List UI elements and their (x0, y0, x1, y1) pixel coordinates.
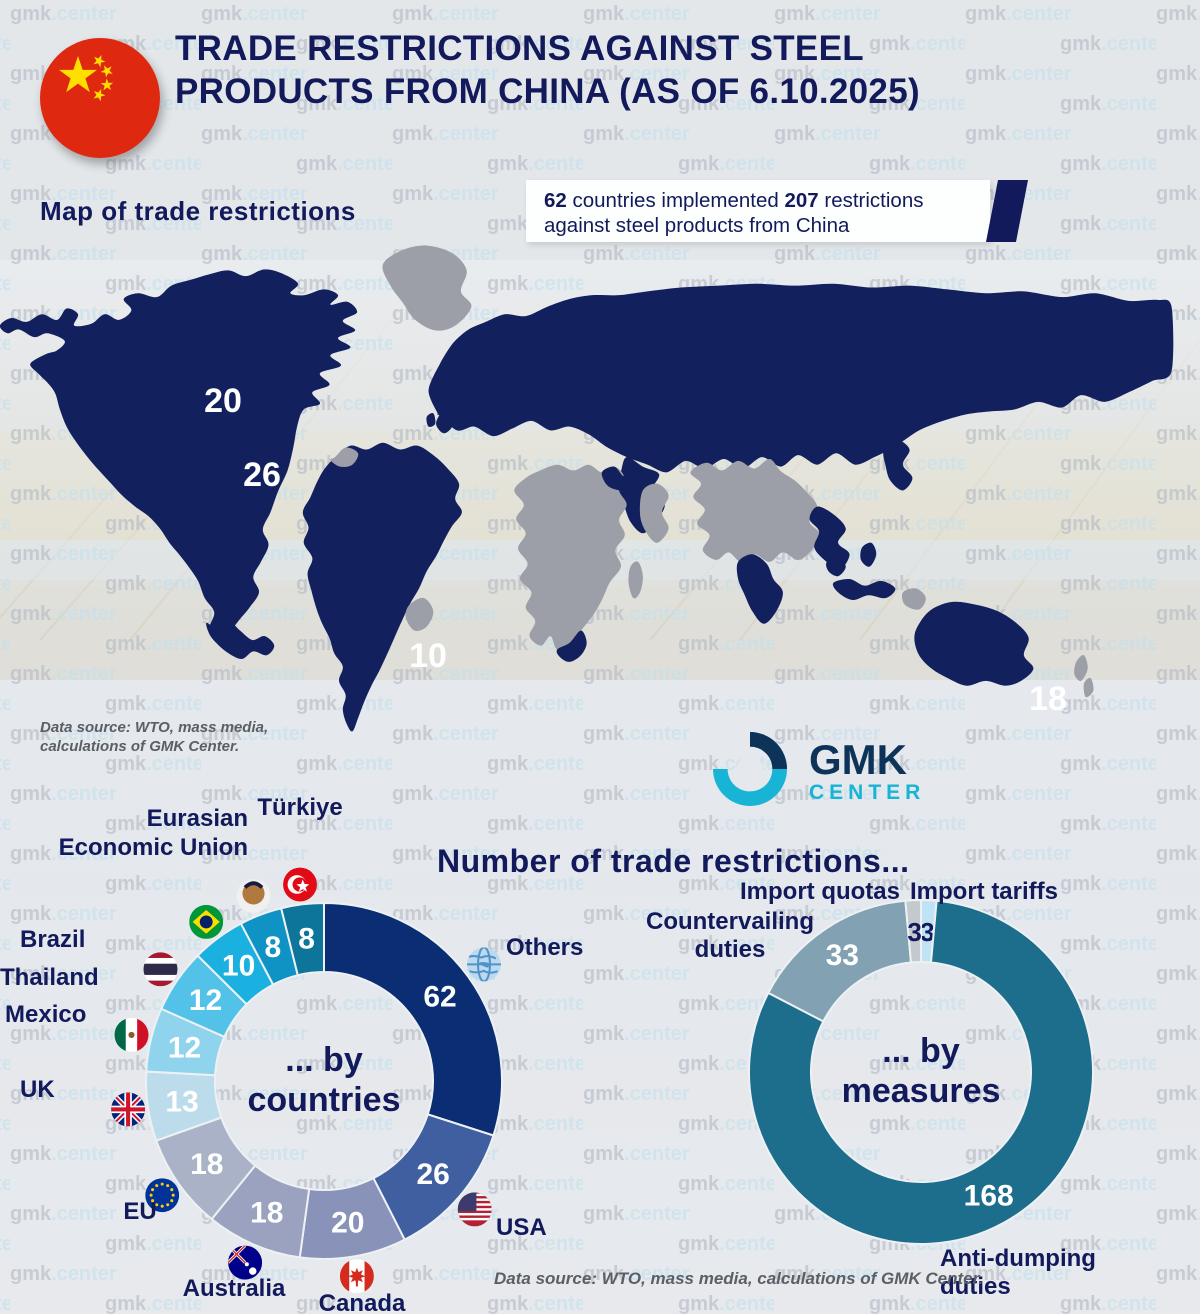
svg-text:12: 12 (168, 1032, 201, 1065)
svg-text:62: 62 (423, 981, 456, 1014)
svg-text:8: 8 (265, 931, 282, 964)
svg-text:20: 20 (331, 1207, 364, 1240)
svg-text:8: 8 (298, 923, 315, 956)
svg-text:... by: ... by (285, 1041, 363, 1079)
svg-text:GMK: GMK (809, 736, 907, 783)
svg-text:168: 168 (964, 1180, 1014, 1213)
svg-text:12: 12 (189, 984, 222, 1017)
svg-text:countries: countries (247, 1081, 400, 1119)
svg-text:18: 18 (250, 1197, 283, 1230)
svg-text:3: 3 (907, 917, 921, 947)
svg-text:18: 18 (190, 1148, 223, 1181)
svg-text:measures: measures (842, 1072, 1001, 1110)
svg-text:13: 13 (165, 1086, 198, 1119)
svg-text:26: 26 (417, 1158, 450, 1191)
svg-text:10: 10 (222, 950, 255, 983)
svg-text:CENTER: CENTER (809, 781, 925, 804)
svg-text:... by: ... by (882, 1032, 960, 1070)
